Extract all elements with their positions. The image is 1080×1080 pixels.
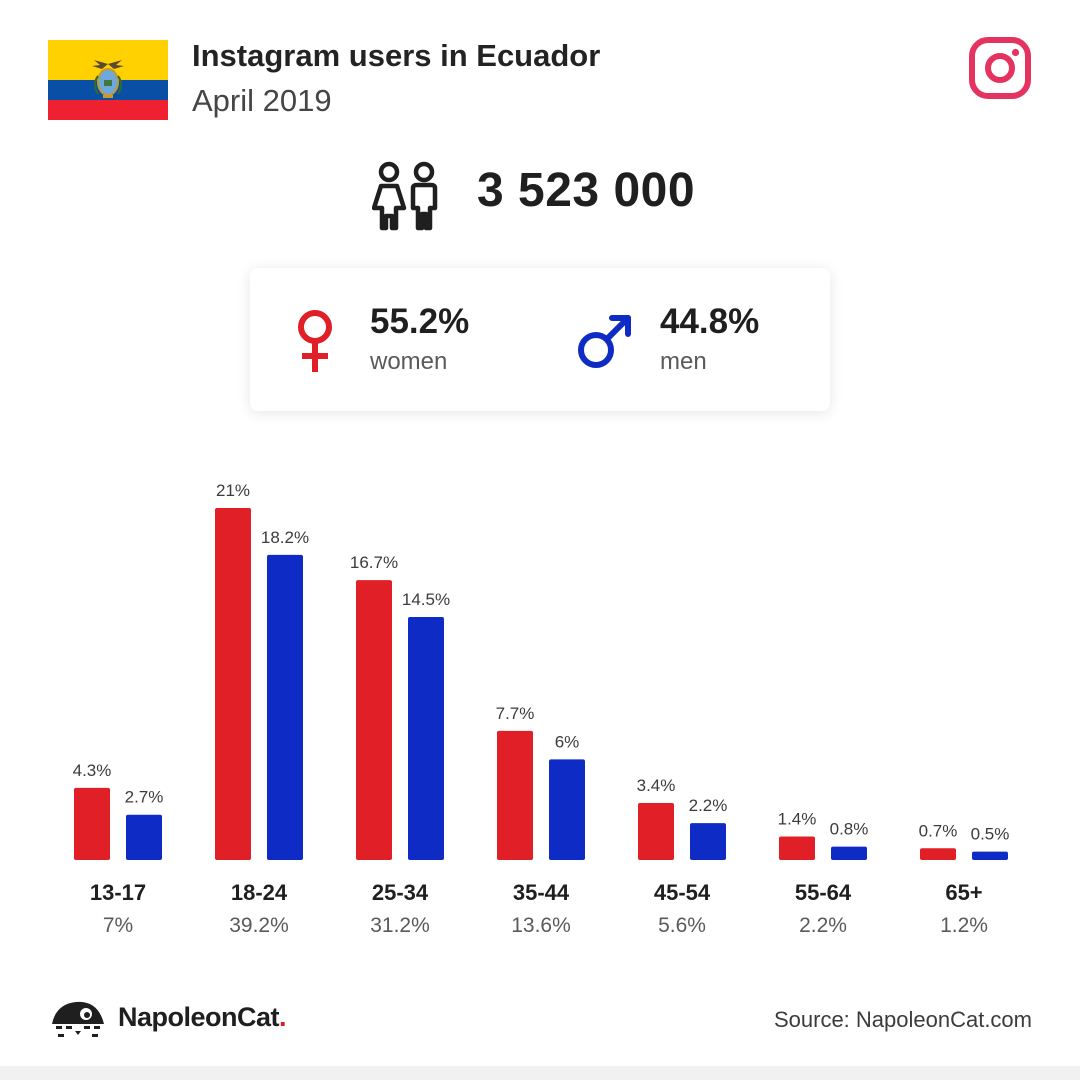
category-total-25-34: 31.2% [370, 914, 430, 937]
men-value-label-45-54: 2.2% [689, 796, 728, 815]
category-label-35-44: 35-44 [513, 880, 570, 905]
men-bar-13-17 [126, 814, 162, 860]
women-percent: 55.2% [370, 302, 470, 341]
gender-card [250, 268, 830, 411]
men-bar-65+ [972, 851, 1008, 860]
women-value-label-13-17: 4.3% [73, 761, 112, 780]
women-bar-13-17 [74, 787, 110, 860]
men-value-label-65+: 0.5% [971, 825, 1010, 844]
category-label-45-54: 45-54 [654, 880, 711, 905]
people-icon [372, 161, 438, 231]
men-bar-45-54 [690, 823, 726, 860]
men-bar-35-44 [549, 759, 585, 860]
men-value-label-55-64: 0.8% [830, 820, 869, 839]
brand-dot: . [279, 1002, 287, 1032]
category-label-18-24: 18-24 [231, 880, 288, 905]
men-bar-18-24 [267, 554, 303, 860]
category-total-13-17: 7% [103, 914, 133, 937]
men-bar-25-34 [408, 616, 444, 860]
ecuador-flag-icon [48, 40, 168, 120]
men-value-label-13-17: 2.7% [125, 788, 164, 807]
women-value-label-35-44: 7.7% [496, 704, 535, 723]
women-value-label-25-34: 16.7% [350, 553, 398, 572]
women-bar-55-64 [779, 836, 815, 860]
brand-name: NapoleonCat [118, 1002, 280, 1032]
napoleoncat-logo-icon [52, 1001, 104, 1037]
instagram-icon [969, 37, 1031, 99]
women-bar-18-24 [215, 508, 251, 860]
page-title: Instagram users in Ecuador [192, 38, 601, 73]
category-total-35-44: 13.6% [511, 914, 571, 937]
men-percent: 44.8% [660, 302, 760, 341]
women-label: women [370, 348, 448, 375]
category-label-55-64: 55-64 [795, 880, 852, 905]
men-value-label-25-34: 14.5% [402, 590, 450, 609]
category-label-13-17: 13-17 [90, 880, 146, 905]
source-text: Source: NapoleonCat.com [773, 1007, 1032, 1032]
women-bar-25-34 [356, 580, 392, 860]
men-bar-55-64 [831, 846, 867, 860]
total-users: 3 523 000 [477, 164, 696, 217]
category-total-18-24: 39.2% [229, 914, 289, 937]
category-total-65+: 1.2% [940, 914, 988, 937]
women-bar-45-54 [638, 803, 674, 860]
men-value-label-18-24: 18.2% [261, 528, 309, 547]
male-symbol-icon [578, 315, 631, 368]
category-label-25-34: 25-34 [372, 880, 429, 905]
women-value-label-45-54: 3.4% [637, 776, 676, 795]
category-total-45-54: 5.6% [658, 914, 706, 937]
women-value-label-55-64: 1.4% [778, 810, 817, 829]
category-total-55-64: 2.2% [799, 914, 847, 937]
page-subtitle: April 2019 [192, 83, 332, 118]
men-value-label-35-44: 6% [555, 732, 580, 751]
women-bar-35-44 [497, 730, 533, 860]
category-label-65+: 65+ [945, 880, 982, 905]
age-gender-bar-chart: 4.3% 2.7% 13-17 7% 21% 18.2% 18-24 39.2% 16.7%14… [73, 481, 1010, 937]
bottom-strip [0, 1066, 1080, 1080]
women-bar-65+ [920, 848, 956, 860]
napoleoncat-brand: NapoleonCat. [118, 1002, 287, 1033]
women-value-label-18-24: 21% [216, 481, 250, 500]
female-symbol-icon [298, 310, 332, 372]
women-value-label-65+: 0.7% [919, 821, 958, 840]
men-label: men [660, 348, 707, 375]
